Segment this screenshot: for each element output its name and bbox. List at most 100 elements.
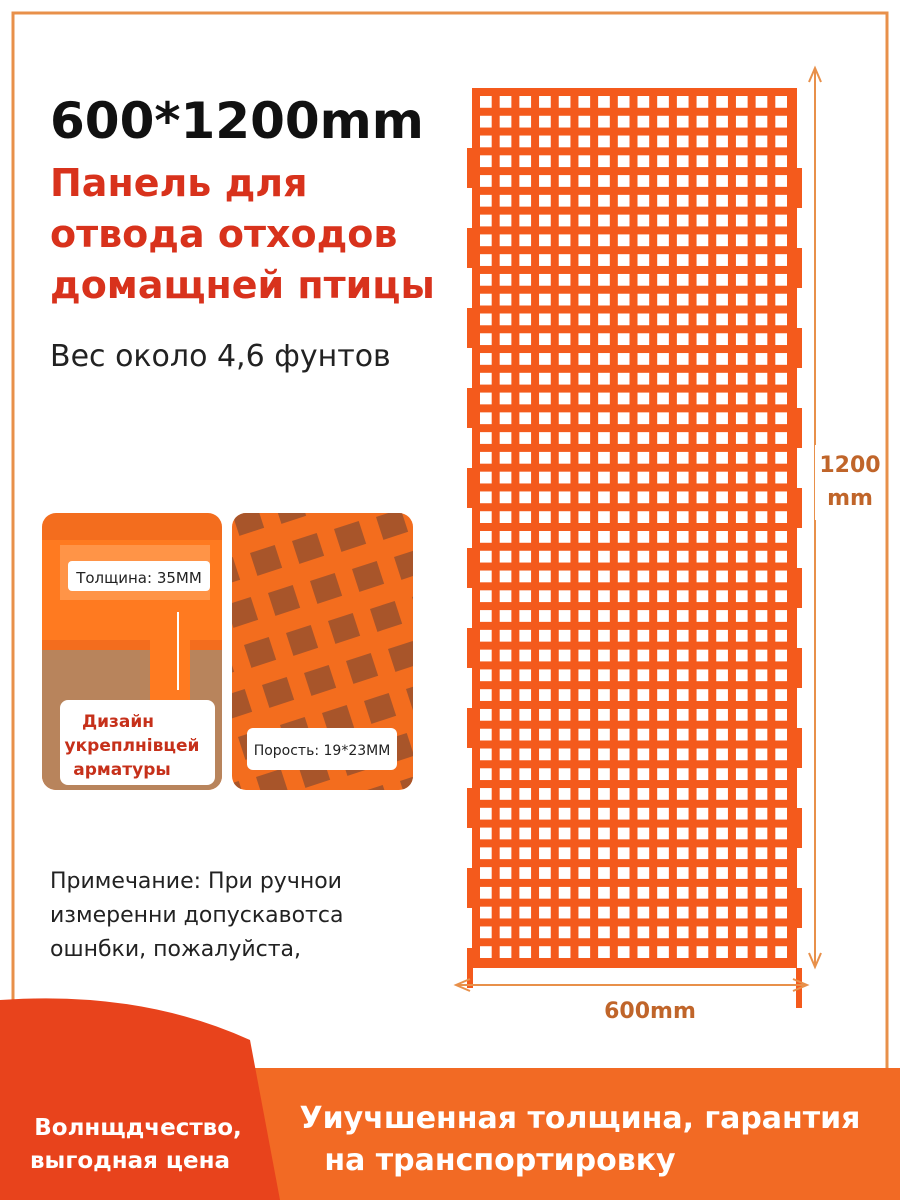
panel-hole	[480, 491, 492, 504]
panel-hole	[755, 867, 768, 879]
panel-hole	[499, 491, 512, 504]
panel-hole	[637, 412, 650, 425]
panel-hole	[716, 471, 728, 484]
panel-tab	[467, 548, 473, 588]
panel-hole	[676, 412, 689, 425]
panel-hole	[558, 96, 571, 108]
panel-hole	[578, 293, 591, 306]
panel-hole	[735, 412, 748, 425]
panel-hole	[735, 194, 748, 207]
panel-hole	[617, 293, 630, 306]
panel-hole	[657, 432, 669, 444]
panel-hole	[499, 234, 512, 247]
panel-tab	[796, 248, 802, 288]
panel-hole	[499, 728, 512, 741]
panel-hole	[696, 708, 709, 721]
panel-hole	[657, 590, 669, 603]
panel-hole	[499, 906, 512, 919]
panel-tab	[796, 488, 802, 528]
panel-hole	[716, 886, 728, 899]
panel-hole	[637, 392, 650, 405]
panel-hole	[755, 155, 768, 168]
panel-hole	[657, 768, 669, 781]
panel-hole	[735, 669, 748, 682]
panel-hole	[558, 234, 571, 247]
panel-hole	[480, 234, 492, 247]
panel-hole	[539, 728, 551, 741]
panel-hole	[519, 273, 532, 286]
panel-hole	[558, 906, 571, 919]
panel-hole	[735, 649, 748, 662]
panel-hole	[716, 333, 728, 346]
panel-hole	[598, 293, 610, 306]
caption-box	[60, 700, 215, 785]
panel-hole	[598, 234, 610, 247]
panel-hole	[539, 293, 551, 306]
panel-hole	[755, 432, 768, 444]
panel-hole	[696, 175, 709, 187]
panel-hole	[539, 194, 551, 207]
panel-hole	[755, 254, 768, 266]
panel-hole	[519, 629, 532, 642]
panel-hole	[558, 194, 571, 207]
panel-hole	[657, 531, 669, 543]
panel-hole	[519, 570, 532, 583]
panel-hole	[716, 353, 728, 365]
panel-hole	[480, 96, 492, 108]
lattice-hole	[249, 544, 283, 576]
lattice-hole	[376, 513, 409, 540]
panel-hole	[716, 273, 728, 286]
panel-hole	[519, 412, 532, 425]
panel-hole	[676, 886, 689, 899]
panel-hole	[598, 273, 610, 286]
panel-hole	[735, 728, 748, 741]
panel-hole	[480, 471, 492, 484]
panel-hole	[735, 115, 748, 128]
panel-hole	[657, 649, 669, 662]
panel-hole	[775, 689, 787, 701]
panel-hole	[696, 194, 709, 207]
panel-hole	[499, 412, 512, 425]
panel-hole	[637, 175, 650, 187]
panel-hole	[598, 847, 610, 860]
panel-hole	[657, 194, 669, 207]
panel-hole	[735, 926, 748, 939]
panel-hole	[735, 254, 748, 266]
panel-hole	[598, 748, 610, 761]
panel-hole	[558, 471, 571, 484]
panel-hole	[499, 115, 512, 128]
panel-hole	[735, 570, 748, 583]
panel-hole	[598, 827, 610, 840]
lattice-hole	[334, 520, 367, 552]
panel-hole	[775, 432, 787, 444]
panel-hole	[480, 451, 492, 464]
detail-caption: укреплнiвцей	[65, 736, 200, 756]
panel-hole	[676, 550, 689, 563]
panel-hole	[676, 708, 689, 721]
panel-hole	[735, 214, 748, 227]
panel-hole	[755, 115, 768, 128]
panel-hole	[696, 570, 709, 583]
panel-hole	[578, 333, 591, 346]
panel-hole	[598, 372, 610, 385]
panel-hole	[716, 491, 728, 504]
panel-hole	[755, 570, 768, 583]
panel-hole	[755, 728, 768, 741]
panel-hole	[657, 550, 669, 563]
panel-hole	[657, 491, 669, 504]
panel-hole	[578, 570, 591, 583]
panel-hole	[558, 886, 571, 899]
panel-hole	[480, 689, 492, 701]
panel-hole	[499, 629, 512, 642]
panel-hole	[617, 906, 630, 919]
panel-hole	[519, 234, 532, 247]
panel-hole	[617, 926, 630, 939]
panel-hole	[716, 669, 728, 682]
panel-tab	[467, 628, 473, 668]
panel-hole	[519, 511, 532, 523]
panel-tab	[467, 468, 473, 508]
panel-hole	[617, 234, 630, 247]
panel-hole	[716, 451, 728, 464]
panel-hole	[499, 175, 512, 187]
panel-hole	[578, 412, 591, 425]
